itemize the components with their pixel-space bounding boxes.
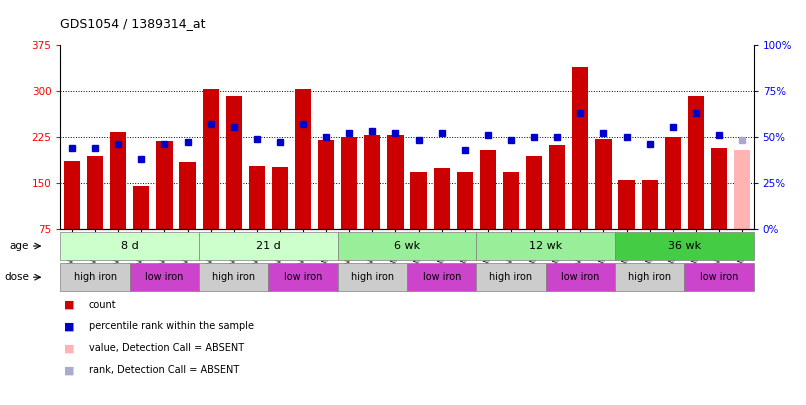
Bar — [526, 156, 542, 229]
Bar — [364, 135, 380, 229]
Bar — [180, 162, 196, 229]
Text: low iron: low iron — [422, 272, 461, 282]
Text: 36 wk: 36 wk — [667, 241, 701, 251]
Bar — [388, 135, 404, 229]
Bar — [476, 232, 615, 260]
Bar — [503, 172, 519, 229]
Text: rank, Detection Call = ABSENT: rank, Detection Call = ABSENT — [89, 365, 239, 375]
Text: high iron: high iron — [628, 272, 671, 282]
Text: 21 d: 21 d — [256, 241, 280, 251]
Bar — [133, 186, 149, 229]
Bar — [665, 137, 681, 229]
Bar — [711, 148, 727, 229]
Bar — [407, 263, 476, 292]
Bar — [156, 141, 172, 229]
Bar — [434, 168, 450, 229]
Bar — [60, 263, 130, 292]
Text: high iron: high iron — [489, 272, 533, 282]
Text: high iron: high iron — [212, 272, 256, 282]
Text: ■: ■ — [64, 300, 75, 309]
Bar — [615, 263, 684, 292]
Bar — [202, 89, 218, 229]
Text: 6 wk: 6 wk — [394, 241, 420, 251]
Text: value, Detection Call = ABSENT: value, Detection Call = ABSENT — [89, 343, 243, 353]
Bar — [341, 137, 357, 229]
Text: 8 d: 8 d — [121, 241, 139, 251]
Bar — [60, 232, 199, 260]
Bar — [596, 139, 612, 229]
Text: high iron: high iron — [351, 272, 394, 282]
Bar — [476, 263, 546, 292]
Bar — [338, 263, 407, 292]
Bar — [130, 263, 199, 292]
Bar — [199, 263, 268, 292]
Bar — [549, 145, 565, 229]
Bar — [199, 232, 338, 260]
Text: ■: ■ — [64, 343, 75, 353]
Text: high iron: high iron — [73, 272, 117, 282]
Bar — [295, 89, 311, 229]
Bar — [410, 172, 426, 229]
Text: low iron: low iron — [145, 272, 184, 282]
Bar — [688, 96, 704, 229]
Text: ■: ■ — [64, 365, 75, 375]
Text: age: age — [10, 241, 29, 251]
Bar — [572, 67, 588, 229]
Text: 12 wk: 12 wk — [529, 241, 563, 251]
Text: low iron: low iron — [561, 272, 600, 282]
Bar — [338, 232, 476, 260]
Bar — [618, 180, 634, 229]
Bar — [249, 166, 265, 229]
Bar — [457, 172, 473, 229]
Text: dose: dose — [5, 272, 30, 282]
Bar — [64, 161, 80, 229]
Text: low iron: low iron — [284, 272, 322, 282]
Bar — [272, 167, 288, 229]
Bar — [734, 149, 750, 229]
Bar — [110, 132, 127, 229]
Bar — [642, 180, 658, 229]
Bar — [480, 149, 496, 229]
Bar — [268, 263, 338, 292]
Bar — [226, 96, 242, 229]
Bar — [546, 263, 615, 292]
Text: ■: ■ — [64, 322, 75, 331]
Bar — [684, 263, 754, 292]
Text: percentile rank within the sample: percentile rank within the sample — [89, 322, 254, 331]
Text: GDS1054 / 1389314_at: GDS1054 / 1389314_at — [60, 17, 206, 30]
Bar — [87, 156, 103, 229]
Text: count: count — [89, 300, 116, 309]
Bar — [615, 232, 754, 260]
Bar — [318, 141, 334, 229]
Text: low iron: low iron — [700, 272, 738, 282]
